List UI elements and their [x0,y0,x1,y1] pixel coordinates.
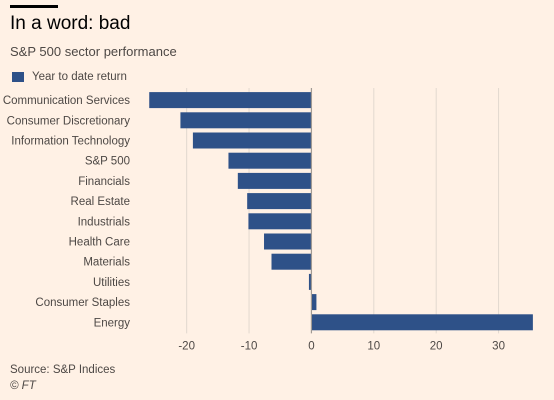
x-tick-label: -20 [178,340,195,352]
x-tick-label: 20 [430,340,443,352]
bar [237,172,312,189]
bar [247,193,312,210]
grid-layer [186,88,500,334]
chart-title: In a word: bad [10,13,131,34]
bar [264,233,312,250]
x-axis-tick-layer: -20 -10 0 10 20 30 [178,340,505,352]
category-label: Materials [83,257,130,269]
category-label: Real Estate [71,196,130,208]
bar [311,294,317,311]
bar [308,273,312,290]
chart-subtitle: S&P 500 sector performance [10,44,177,59]
bar [248,213,312,230]
bar [180,112,312,129]
category-label: Communication Services [3,95,130,107]
x-tick-label: -10 [241,340,258,352]
category-label: Consumer Staples [35,297,130,309]
bar [271,253,312,270]
legend: Year to date return [12,70,127,84]
category-label: Industrials [78,216,131,228]
category-label: Consumer Discretionary [7,115,131,127]
category-label-layer: Communication Services Consumer Discretio… [3,95,130,329]
category-label: Energy [94,317,131,329]
category-label: S&P 500 [85,156,130,168]
category-label: Utilities [93,277,130,289]
category-label: Financials [78,176,130,188]
source-note: Source: S&P Indices [10,364,116,376]
category-label: Health Care [69,237,130,249]
bar-layer [149,92,533,331]
legend-swatch [12,72,24,82]
bar [149,92,312,109]
category-label: Information Technology [11,136,130,148]
bar [311,314,533,331]
legend-label: Year to date return [32,71,127,83]
top-accent-bar [10,5,58,8]
x-tick-label: 10 [367,340,380,352]
x-tick-label: 30 [492,340,505,352]
bar [228,152,312,169]
copyright-note: © FT [10,380,36,392]
x-tick-label: 0 [308,340,314,352]
bar [192,132,312,149]
